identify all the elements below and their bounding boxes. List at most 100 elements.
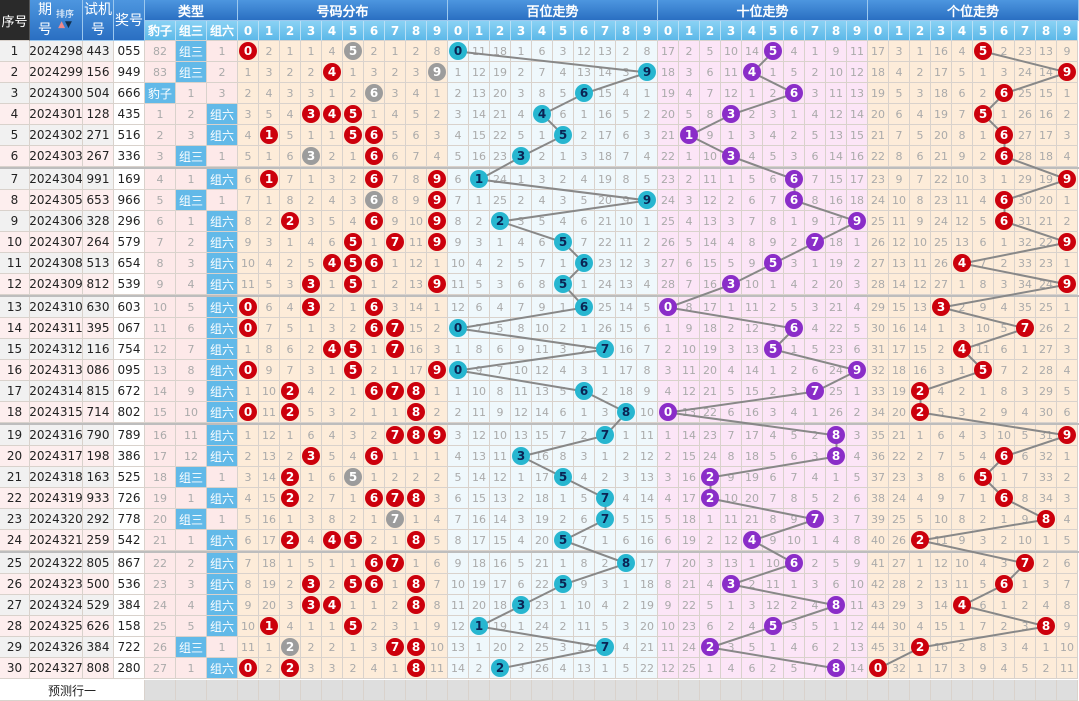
tens-cell: 18	[847, 190, 868, 211]
row-issue[interactable]: 2024322	[30, 553, 83, 574]
row-trial-number: 500	[83, 574, 114, 595]
units-ball: 8	[1037, 617, 1055, 635]
dist-cell: 19	[259, 574, 280, 595]
type-hit-2: 组六	[207, 402, 238, 423]
hundreds-cell: 2	[574, 339, 595, 360]
sort-button[interactable]: 排序 ▲▼	[56, 10, 74, 30]
hundreds-cell: 9	[637, 190, 658, 211]
row-trial-number: 815	[83, 381, 114, 402]
dist-cell: 6	[364, 211, 385, 232]
units-cell: 5	[994, 318, 1015, 339]
row-issue[interactable]: 2024309	[30, 274, 83, 295]
dist-ball: 6	[365, 319, 383, 337]
hundreds-cell: 1	[511, 616, 532, 637]
tens-cell: 15	[847, 125, 868, 146]
units-cell: 3	[973, 530, 994, 551]
type-omission: 4	[176, 274, 207, 295]
row-issue[interactable]: 2024327	[30, 658, 83, 679]
type-omission: 20	[145, 509, 176, 530]
row-issue[interactable]: 2024305	[30, 190, 83, 211]
row-issue[interactable]: 2024308	[30, 253, 83, 274]
dist-cell: 6	[364, 125, 385, 146]
row-issue[interactable]: 2024319	[30, 488, 83, 509]
type-omission: 18	[145, 467, 176, 488]
tens-cell: 2	[784, 232, 805, 253]
dist-ball: 6	[365, 147, 383, 165]
row-issue[interactable]: 2024310	[30, 297, 83, 318]
hundreds-cell: 3	[616, 62, 637, 83]
dist-cell: 1	[343, 381, 364, 402]
hundreds-cell: 3	[595, 574, 616, 595]
row-issue[interactable]: 2024306	[30, 211, 83, 232]
dist-ball: 4	[323, 105, 341, 123]
row-issue[interactable]: 2024303	[30, 146, 83, 167]
row-issue[interactable]: 2024321	[30, 530, 83, 551]
hundreds-cell: 20	[595, 190, 616, 211]
row-issue[interactable]: 2024300	[30, 83, 83, 104]
predict-cell	[553, 680, 574, 701]
type-omission: 19	[145, 488, 176, 509]
dist-cell: 2	[280, 574, 301, 595]
row-issue[interactable]: 2024326	[30, 637, 83, 658]
tens-cell: 1	[784, 211, 805, 232]
subheader-tens-6: 6	[784, 21, 805, 41]
dist-cell: 1	[343, 553, 364, 574]
row-issue[interactable]: 2024299	[30, 62, 83, 83]
tens-cell: 19	[826, 253, 847, 274]
row-seq: 8	[0, 190, 30, 211]
subheader-tens-5: 5	[763, 21, 784, 41]
row-issue[interactable]: 2024311	[30, 318, 83, 339]
row-issue[interactable]: 2024324	[30, 595, 83, 616]
tens-cell: 8	[721, 446, 742, 467]
hundreds-cell: 3	[553, 637, 574, 658]
dist-cell: 4	[301, 381, 322, 402]
dist-cell: 1	[238, 381, 259, 402]
hundreds-ball: 5	[554, 233, 572, 251]
row-issue[interactable]: 2024312	[30, 339, 83, 360]
row-issue[interactable]: 2024318	[30, 467, 83, 488]
tens-cell: 2	[742, 574, 763, 595]
row-issue[interactable]: 2024320	[30, 509, 83, 530]
row-issue[interactable]: 2024317	[30, 446, 83, 467]
units-cell: 8	[973, 274, 994, 295]
subheader-hundreds-4: 4	[532, 21, 553, 41]
hundreds-cell: 14	[469, 467, 490, 488]
row-issue[interactable]: 2024307	[30, 232, 83, 253]
tens-cell: 4	[805, 318, 826, 339]
header-trial-label: 试机号	[84, 2, 112, 38]
dist-ball: 8	[407, 638, 425, 656]
row-issue[interactable]: 2024316	[30, 425, 83, 446]
row-issue[interactable]: 2024325	[30, 616, 83, 637]
row-issue[interactable]: 2024298	[30, 41, 83, 62]
tens-cell: 3	[721, 574, 742, 595]
dist-cell: 8	[238, 211, 259, 232]
row-issue[interactable]: 2024314	[30, 381, 83, 402]
row-issue[interactable]: 2024313	[30, 360, 83, 381]
tens-cell: 8	[763, 211, 784, 232]
dist-cell: 0	[238, 297, 259, 318]
sort-label: 排序	[55, 10, 74, 20]
hundreds-cell: 1	[469, 637, 490, 658]
predict-row-label[interactable]: 预测行一	[0, 680, 145, 701]
units-cell: 2	[910, 637, 931, 658]
dist-cell: 1	[406, 446, 427, 467]
row-issue[interactable]: 2024315	[30, 402, 83, 423]
dist-cell: 11	[427, 658, 448, 679]
row-issue[interactable]: 2024302	[30, 125, 83, 146]
row-issue[interactable]: 2024304	[30, 169, 83, 190]
header-issue[interactable]: 期号 排序 ▲▼	[30, 0, 83, 41]
hundreds-cell: 0	[448, 318, 469, 339]
dist-cell: 0	[238, 402, 259, 423]
hundreds-cell: 7	[637, 339, 658, 360]
tens-cell: 22	[700, 402, 721, 423]
hundreds-cell: 3	[511, 595, 532, 616]
row-issue[interactable]: 2024323	[30, 574, 83, 595]
row-issue[interactable]: 2024301	[30, 104, 83, 125]
units-cell: 3	[994, 62, 1015, 83]
row-winning-number: 654	[114, 253, 145, 274]
predict-cell	[952, 680, 973, 701]
tens-cell: 3	[742, 125, 763, 146]
units-ball: 6	[995, 147, 1013, 165]
predict-cell	[637, 680, 658, 701]
units-cell: 11	[1057, 658, 1078, 679]
